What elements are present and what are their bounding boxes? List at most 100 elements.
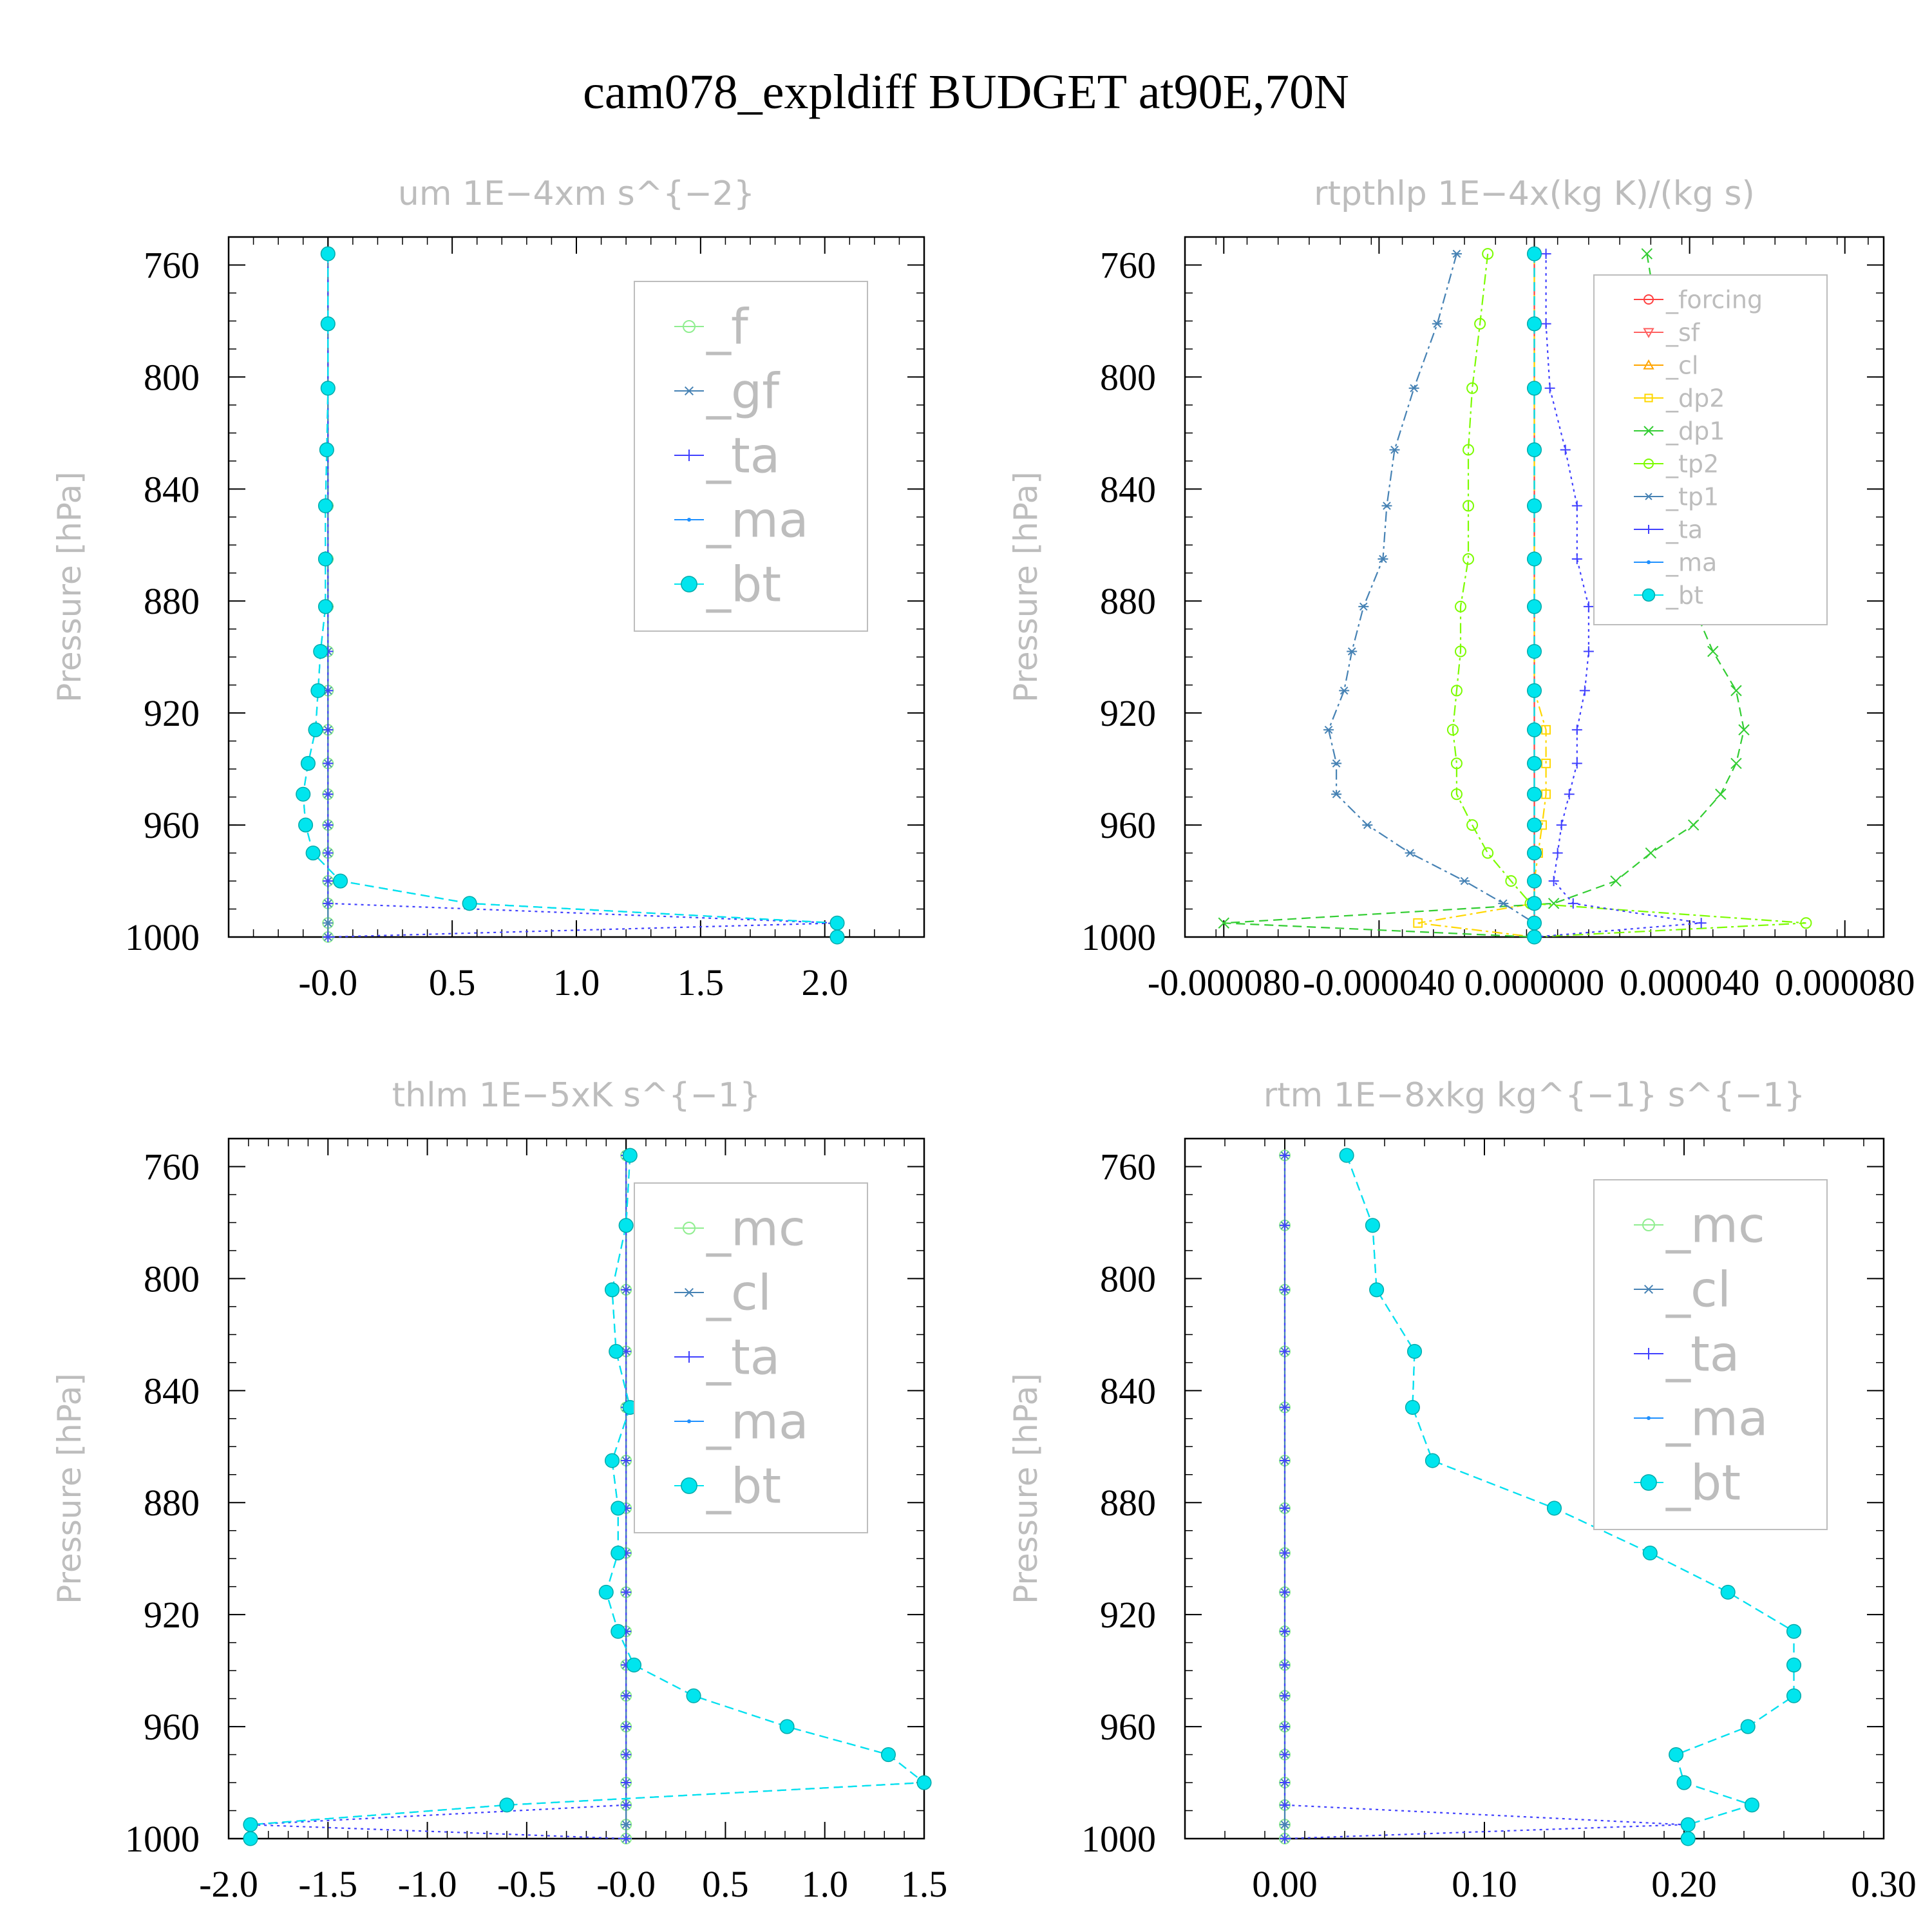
data-point [1280,1660,1290,1671]
data-point [622,1148,638,1163]
legend-entry: _ma [674,1393,809,1450]
data-point [1432,319,1443,328]
data-point [1579,685,1590,696]
y-tick-label: 760 [144,244,200,286]
data-point [298,817,314,833]
data-point [1280,1721,1290,1732]
data-point [611,1545,626,1561]
legend-marker [681,576,697,592]
y-tick-label: 960 [144,1706,200,1748]
data-point [1454,600,1466,612]
y-tick-label: 960 [1100,804,1156,846]
legend-label: _dp1 [1665,417,1725,445]
legend: _mc _cl _ta _ma _bt [1593,1179,1828,1530]
chart-panel-1: um 1E−4xm s^{−2} Pressure [hPa] 760 800 840 8… [51,175,925,1003]
legend-entry: _f [674,298,750,355]
data-point [1280,1690,1290,1701]
data-point [296,786,311,802]
data-point [621,1777,632,1788]
x-tick-label: 0.000080 [1775,961,1915,1003]
legend-marker [1640,1474,1657,1491]
plot-frame [227,236,925,938]
data-point [621,1284,632,1295]
data-point [1546,1501,1562,1516]
data-point [1526,599,1542,614]
data-point [1540,249,1551,260]
legend-entry: _bt [674,556,781,613]
x-tick-label: -0.5 [497,1863,556,1905]
legend-label: _bt [706,1457,781,1515]
data-point [310,683,326,698]
data-point [1738,724,1750,735]
data-point [1552,848,1563,858]
data-point [1526,246,1542,261]
legend-entry: _mc [674,1200,806,1257]
y-tick-label: 1000 [1081,916,1156,958]
data-point [1540,318,1551,329]
data-point [1641,248,1653,260]
data-point [1347,647,1358,656]
data-point [686,1688,701,1703]
y-tick-label: 800 [144,1258,200,1300]
data-point [317,498,333,513]
data-point [1280,1587,1290,1598]
data-point [1463,444,1475,456]
data-point [319,442,334,457]
legend-label: _ta [706,427,780,484]
y-tick-label: 840 [144,468,200,510]
data-point [323,724,334,735]
legend-entry: _ma [1634,1390,1768,1447]
data-point [1280,1150,1290,1161]
data-point [1571,554,1582,565]
legend-label: _cl [1665,1261,1731,1318]
data-point [621,1455,632,1466]
legend-entry: _bt [674,1457,781,1515]
legend-entry: _ta [1634,515,1703,544]
data-point [1331,759,1342,768]
legend-entry: _gf [674,363,781,420]
data-point [1365,1218,1380,1233]
y-axis-label: Pressure [hPa] [1007,1373,1045,1604]
plot-frame [1184,1137,1885,1840]
panel-title: um 1E−4xm s^{−2} [398,175,755,213]
data-point [323,918,334,927]
data-point [1280,1548,1290,1558]
x-tick-label: 2.0 [801,961,848,1003]
y-tick-label: 880 [144,580,200,622]
legend-entry: _ta [1634,1325,1739,1383]
data-point [1526,381,1542,396]
data-point [1571,724,1582,735]
x-tick-label: -0.0 [298,961,357,1003]
data-point [1526,873,1542,889]
y-axis-label: Pressure [hPa] [51,1373,88,1604]
data-point [598,1584,614,1600]
y-tick-label: 840 [144,1370,200,1412]
y-tick-label: 1000 [125,916,200,958]
data-point [829,915,845,931]
legend-label: _tp2 [1665,450,1719,478]
legend-entry: _cl [1634,1261,1731,1318]
data-point [1526,817,1542,833]
legend-entry: _cl [1634,351,1698,379]
data-point [317,599,333,614]
data-point [1280,1455,1290,1466]
data-point [1715,788,1727,800]
panel-title: rtm 1E−8xkg kg^{−1} s^{−1} [1264,1076,1806,1115]
legend-label: _forcing [1665,285,1763,314]
data-point [1560,444,1571,455]
data-point [1482,248,1494,260]
data-point [1369,1282,1385,1298]
data-point [1450,788,1463,800]
y-tick-label: 960 [144,804,200,846]
data-point [1505,875,1517,887]
y-axis-label: Pressure [hPa] [1007,471,1045,703]
chart-panel-2: rtpthlp 1E−4x(kg K)/(kg s) Pressure [hPa]… [1007,175,1915,1003]
legend-marker [687,518,691,522]
series-line [1327,253,1535,937]
data-point [1571,758,1582,769]
legend-box [634,281,868,632]
data-point [313,643,328,659]
legend-marker [1643,1348,1654,1359]
x-tick-label: 0.00 [1252,1863,1318,1905]
legend-label: _mc [706,1200,806,1257]
